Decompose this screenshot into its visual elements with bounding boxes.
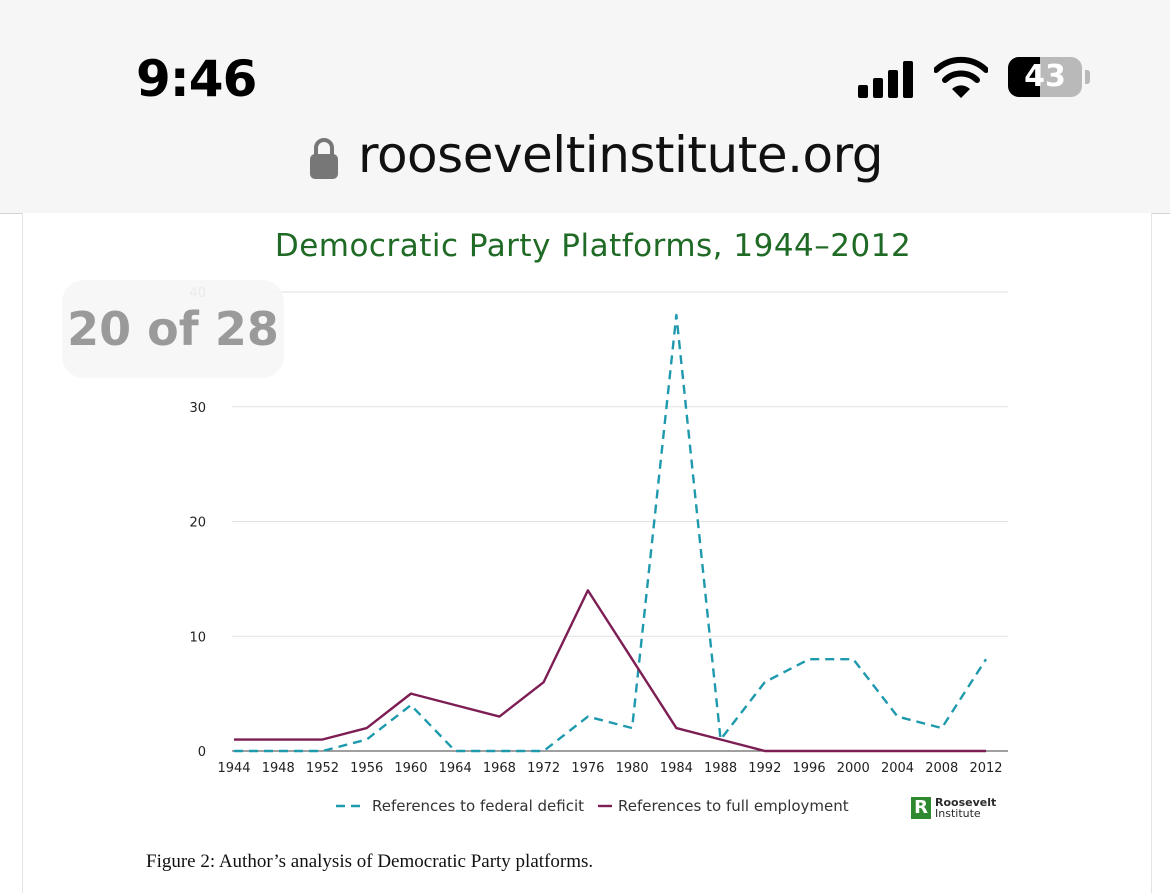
roosevelt-logo-icon: R [911,797,931,819]
address-bar-url[interactable]: rooseveltinstitute.org [358,126,884,184]
x-tick-label: 1996 [793,761,826,776]
x-tick-label: 1992 [748,761,781,776]
signal-icon [858,60,916,98]
battery-percent: 43 [1024,59,1066,94]
x-tick-label: 1968 [483,761,516,776]
x-tick-label: 2008 [925,761,958,776]
x-tick-label: 1964 [439,761,472,776]
chart-title: Democratic Party Platforms, 1944–2012 [274,228,912,264]
lock-icon [310,138,338,179]
gallery-counter-text: 20 of 28 [67,302,279,356]
x-tick-label: 2012 [969,761,1002,776]
logo-line-1: Roosevelt [935,796,997,809]
y-tick-label: 10 [189,630,206,645]
ios-top-bar: 9:46 43 rooseveltinstitute.org [0,0,1170,214]
x-tick-label: 2004 [881,761,914,776]
y-tick-label: 20 [189,516,206,531]
series-line-full-employment [234,589,986,753]
roosevelt-logo-text: Roosevelt Institute [935,797,996,819]
gallery-counter: 20 of 28 [62,280,284,378]
y-tick-label: 0 [198,745,206,760]
x-tick-label: 1988 [704,761,737,776]
x-tick-label: 2000 [837,761,870,776]
legend-label-employment: References to full employment [618,797,849,815]
legend-label-deficit: References to federal deficit [372,797,584,815]
x-tick-label: 1948 [262,761,295,776]
x-tick-label: 1980 [616,761,649,776]
x-tick-label: 1972 [527,761,560,776]
x-tick-label: 1944 [217,761,250,776]
figure-caption: Figure 2: Author’s analysis of Democrati… [146,851,594,872]
x-tick-label: 1976 [571,761,604,776]
wifi-icon [934,56,988,98]
x-tick-label: 1956 [350,761,383,776]
logo-line-2: Institute [935,807,981,820]
x-tick-label: 1952 [306,761,339,776]
y-tick-label: 30 [189,401,206,416]
series-line-federal-deficit [234,313,988,753]
status-time: 9:46 [136,50,257,108]
battery-icon: 43 [1008,57,1090,99]
x-tick-label: 1984 [660,761,693,776]
x-tick-label: 1960 [394,761,427,776]
